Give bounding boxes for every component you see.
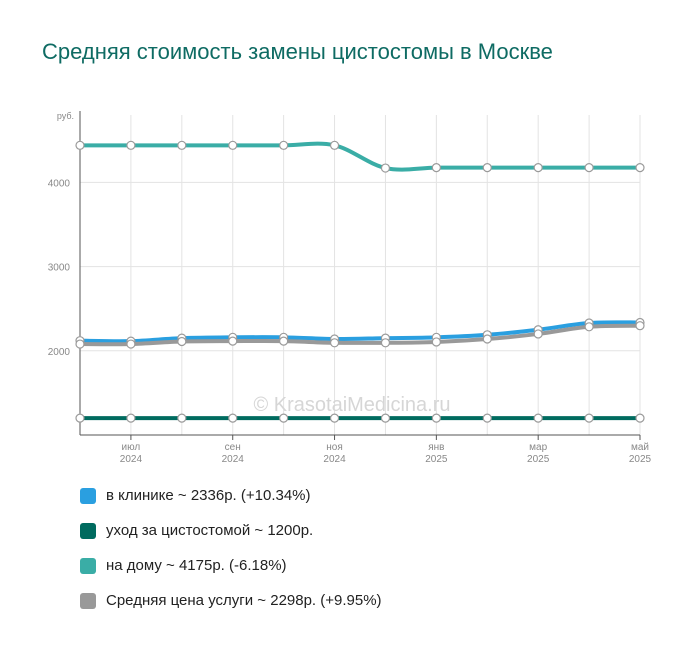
data-point: [635, 163, 645, 173]
data-point: [75, 413, 85, 423]
data-point: [380, 163, 391, 173]
y-tick-label: 4000: [48, 178, 71, 189]
data-point: [329, 413, 340, 423]
legend-item-clinic[interactable]: в клинике ~ 2336р. (+10.34%): [80, 486, 382, 505]
data-point: [584, 322, 594, 332]
legend-item-home[interactable]: на дому ~ 4175р. (-6.18%): [80, 556, 382, 575]
x-tick-label: май: [631, 442, 649, 453]
data-point: [635, 321, 645, 331]
legend-item-average[interactable]: Средняя цена услуги ~ 2298р. (+9.95%): [80, 591, 382, 610]
data-point: [329, 140, 340, 150]
y-tick-label: 3000: [48, 263, 71, 274]
watermark: © KrasotaiMedicina.ru: [253, 394, 450, 416]
data-point: [228, 413, 238, 423]
legend: в клинике ~ 2336р. (+10.34%) уход за цис…: [80, 486, 382, 626]
legend-label: Средняя цена услуги ~ 2298р. (+9.95%): [106, 592, 382, 609]
data-point: [380, 338, 391, 348]
data-point: [533, 329, 543, 339]
data-point: [584, 413, 594, 423]
data-point: [177, 336, 187, 347]
legend-swatch: [80, 487, 96, 504]
data-point: [279, 336, 289, 346]
data-point: [126, 339, 136, 349]
chart-title: Средняя стоимость замены цистостомы в Мо…: [42, 39, 553, 64]
x-tick-label: ноя: [326, 442, 343, 453]
data-point: [431, 163, 441, 173]
x-tick-label-year: 2025: [527, 454, 550, 465]
data-point: [533, 413, 543, 423]
data-point: [279, 140, 289, 150]
legend-swatch: [80, 557, 96, 574]
data-point: [75, 140, 85, 150]
data-point: [177, 140, 187, 150]
legend-label: в клинике ~ 2336р. (+10.34%): [106, 487, 311, 504]
series-line: [78, 141, 642, 172]
y-tick-label: 2000: [48, 347, 71, 358]
data-point: [228, 140, 238, 150]
data-point: [380, 413, 391, 423]
x-tick-label-year: 2024: [222, 454, 245, 465]
data-point: [279, 413, 289, 423]
data-point: [482, 334, 492, 344]
legend-label: уход за цистостомой ~ 1200р.: [106, 522, 314, 539]
data-point: [431, 413, 441, 423]
data-point: [635, 413, 645, 423]
y-axis-label: руб.: [57, 111, 74, 121]
legend-label: на дому ~ 4175р. (-6.18%): [106, 557, 287, 574]
x-tick-label-year: 2024: [120, 454, 143, 465]
x-tick-label-year: 2024: [323, 454, 346, 465]
data-point: [533, 163, 543, 173]
legend-swatch: [80, 592, 96, 609]
x-tick-label: июл: [122, 442, 141, 453]
x-tick-label: янв: [428, 442, 444, 453]
data-point: [126, 413, 136, 423]
data-point: [126, 140, 136, 150]
legend-swatch: [80, 522, 96, 539]
x-tick-label-year: 2025: [629, 454, 652, 465]
data-point: [228, 336, 238, 346]
x-tick-label: сен: [225, 442, 241, 453]
data-point: [329, 338, 340, 348]
data-point: [584, 163, 594, 173]
line-chart: 200030004000руб.июл2024сен2024ноя2024янв…: [48, 111, 652, 465]
data-point: [431, 337, 441, 347]
data-point: [482, 163, 492, 173]
x-tick-label: мар: [529, 442, 547, 453]
data-point: [482, 413, 492, 423]
x-tick-label-year: 2025: [425, 454, 448, 465]
data-point: [177, 413, 187, 423]
data-point: [75, 339, 85, 349]
legend-item-care[interactable]: уход за цистостомой ~ 1200р.: [80, 521, 382, 540]
